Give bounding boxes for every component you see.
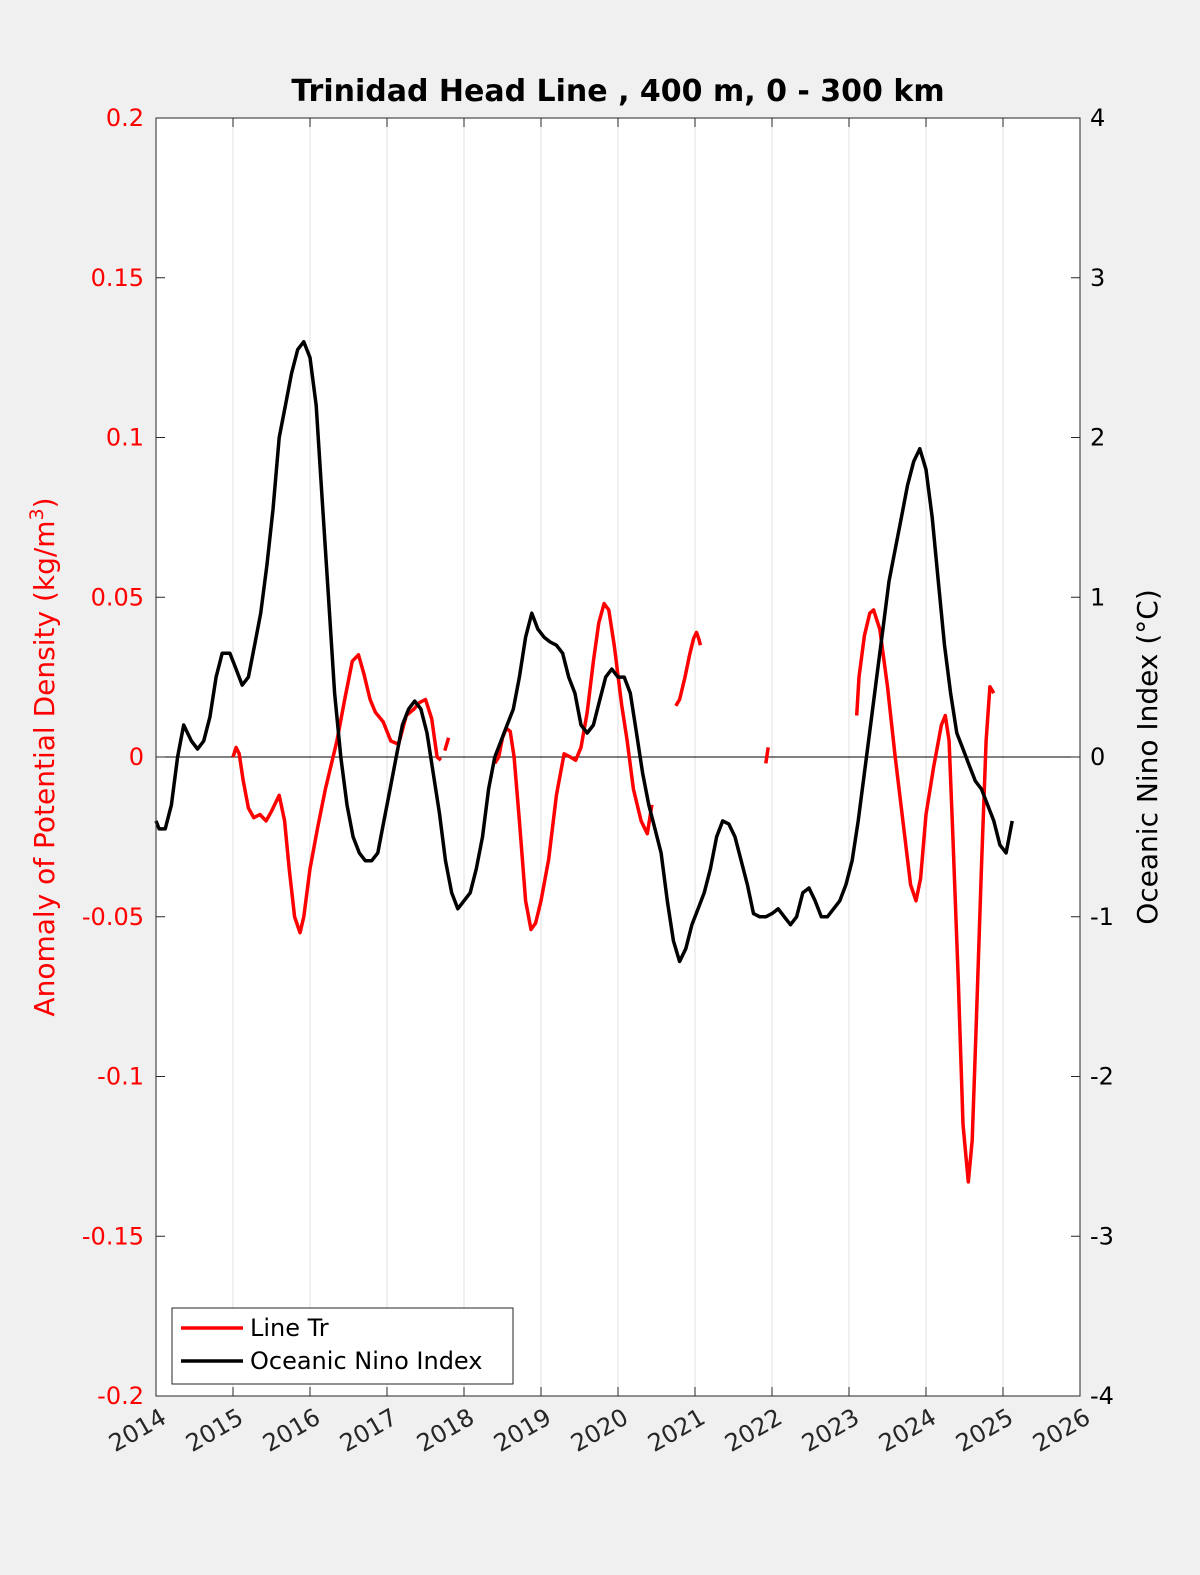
line-tr-series	[674, 630, 703, 707]
x-tick-label: 2021	[643, 1403, 710, 1458]
x-tick-label: 2018	[412, 1403, 479, 1458]
x-tick-label: 2019	[489, 1403, 556, 1458]
legend-label: Line Tr	[250, 1314, 329, 1342]
y-left-tick-label: -0.2	[97, 1382, 144, 1410]
oni-series	[154, 339, 1014, 964]
y-axis-left-label-main: Anomaly of Potential Density (kg/m	[28, 520, 61, 1016]
x-tick-label: 2017	[335, 1403, 402, 1458]
y-left-tick-label: 0.1	[106, 424, 144, 452]
line-tr-series	[231, 653, 443, 935]
y-axis-right-label: Oceanic Nino Index (°C)	[1131, 589, 1164, 925]
y-left-tick-label: -0.1	[97, 1063, 144, 1091]
y-right-tick-label: 3	[1090, 264, 1105, 292]
y-right-tick-label: 0	[1090, 743, 1105, 771]
line-tr-series	[493, 601, 654, 932]
y-right-tick-label: 4	[1090, 104, 1105, 132]
y-right-tick-label: 2	[1090, 424, 1105, 452]
x-tick-label: 2025	[951, 1403, 1018, 1458]
y-right-tick-label: -3	[1090, 1222, 1114, 1250]
y-right-tick-label: -2	[1090, 1063, 1114, 1091]
y-left-tick-label: -0.05	[82, 903, 144, 931]
y-right-tick-label: -4	[1090, 1382, 1114, 1410]
y-left-tick-label: 0	[129, 743, 144, 771]
legend-box	[171, 1307, 514, 1385]
x-tick-label: 2023	[797, 1403, 864, 1458]
chart-title: Trinidad Head Line , 400 m, 0 - 300 km	[291, 74, 944, 109]
line-tr-series	[854, 608, 996, 1184]
y-left-tick-label: 0.2	[106, 104, 144, 132]
y-right-tick-label: -1	[1090, 903, 1114, 931]
x-tick-label: 2015	[181, 1403, 248, 1458]
y-axis-left-label-sup: 3	[26, 508, 48, 520]
x-tick-label: 2014	[104, 1403, 171, 1458]
legend-label: Oceanic Nino Index	[250, 1347, 482, 1375]
y-left-tick-label: -0.15	[82, 1222, 144, 1250]
y-axis-left-label: Anomaly of Potential Density (kg/m3)	[26, 497, 61, 1016]
y-left-tick-label: 0.15	[91, 264, 144, 292]
x-tick-label: 2020	[566, 1403, 633, 1458]
x-tick-label: 2024	[874, 1403, 941, 1458]
series-group	[154, 339, 1014, 1184]
y-axis-left-label-end: )	[28, 497, 61, 508]
x-tick-label: 2016	[258, 1403, 325, 1458]
line-tr-series	[443, 737, 451, 752]
line-tr-series	[764, 747, 770, 764]
x-tick-label: 2026	[1028, 1403, 1095, 1458]
x-tick-label: 2022	[720, 1403, 787, 1458]
y-left-tick-label: 0.05	[91, 583, 144, 611]
legend: Line Tr Oceanic Nino Index	[171, 1307, 514, 1385]
y-right-tick-label: 1	[1090, 583, 1105, 611]
